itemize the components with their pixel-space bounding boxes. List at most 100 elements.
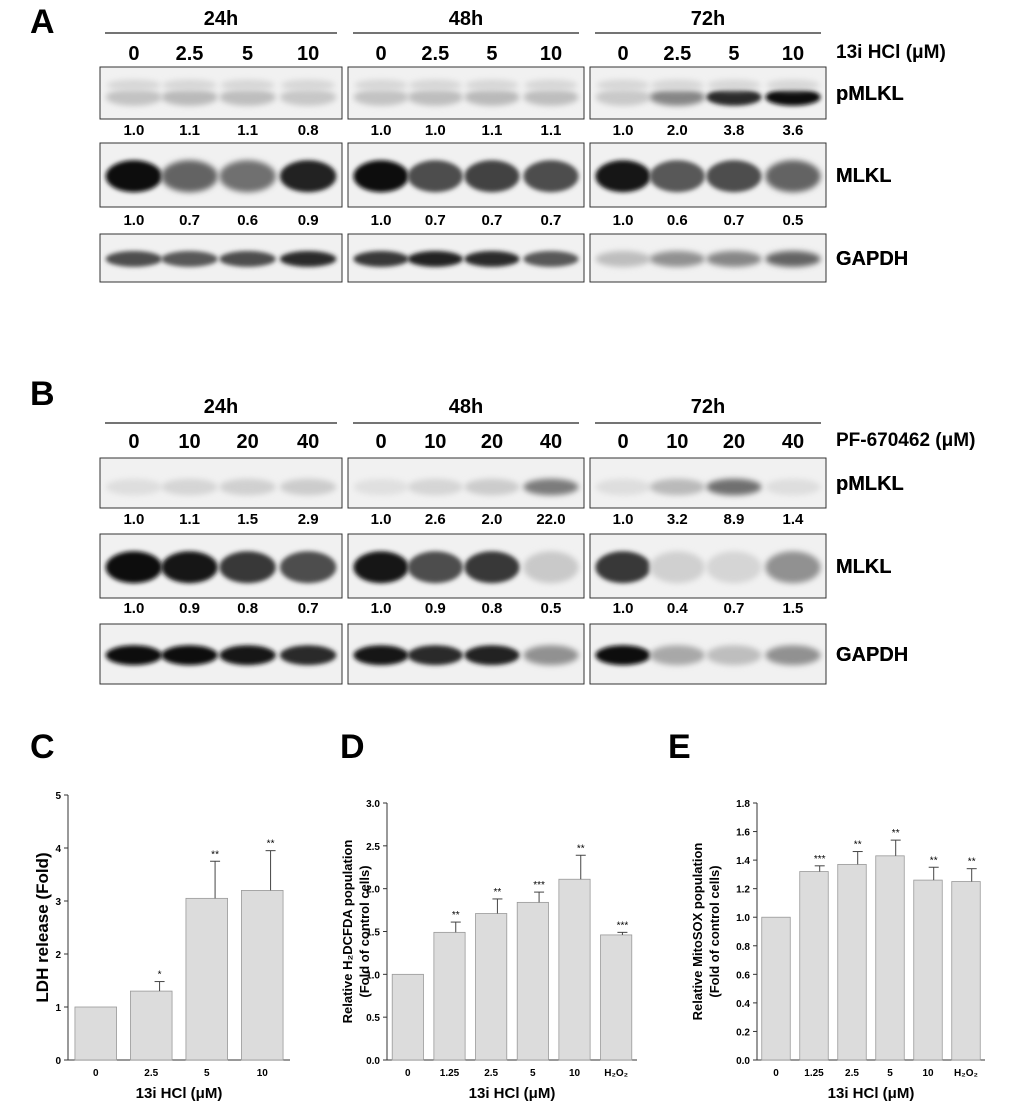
blot-band bbox=[595, 251, 651, 267]
ratio-mlkl: 0.7 bbox=[541, 212, 562, 229]
lane-label: 2.5 bbox=[176, 43, 204, 65]
ratio-pmlkl: 1.5 bbox=[237, 511, 258, 528]
blot-band bbox=[706, 478, 762, 496]
protein-label-GAPDH: GAPDH bbox=[836, 644, 908, 666]
blot-band bbox=[706, 88, 762, 106]
blot-band bbox=[765, 88, 821, 106]
y-tick-label: 4 bbox=[55, 844, 61, 855]
lane-label: 0 bbox=[375, 43, 386, 65]
time-label-72h: 72h bbox=[691, 8, 725, 30]
ratio-mlkl: 0.7 bbox=[298, 600, 319, 617]
protein-label-MLKL: MLKL bbox=[836, 165, 892, 187]
blot-band-upper bbox=[280, 79, 336, 91]
blot-band bbox=[706, 551, 762, 584]
protein-label-MLKL: MLKL bbox=[836, 556, 892, 578]
lane-label: 0 bbox=[128, 431, 139, 453]
blot-band bbox=[407, 160, 463, 193]
protein-label-GAPDH: GAPDH bbox=[836, 644, 908, 666]
lane-label: 40 bbox=[297, 431, 319, 453]
x-tick-label: 5 bbox=[204, 1068, 210, 1079]
ratio-pmlkl: 0.8 bbox=[298, 122, 319, 139]
bar bbox=[913, 879, 943, 1061]
bar bbox=[74, 1006, 117, 1061]
x-tick-label: 1.25 bbox=[440, 1068, 460, 1079]
blot-band bbox=[523, 88, 579, 106]
ratio-pmlkl: 2.9 bbox=[298, 511, 319, 528]
blot-band bbox=[279, 251, 337, 267]
blot-band bbox=[353, 160, 409, 193]
y-tick-label: 3 bbox=[55, 897, 61, 908]
panel-letter-b: B bbox=[30, 375, 55, 413]
y-axis-title-line2: (Fold of control cells) bbox=[707, 865, 722, 997]
ratio-mlkl: 0.6 bbox=[667, 212, 688, 229]
blot-band bbox=[353, 88, 409, 106]
ratio-pmlkl: 22.0 bbox=[536, 511, 565, 528]
ratio-pmlkl: 2.6 bbox=[425, 511, 446, 528]
significance-mark: ** bbox=[930, 855, 938, 866]
bar bbox=[799, 871, 829, 1061]
lane-label: 20 bbox=[481, 431, 503, 453]
significance-mark: *** bbox=[814, 854, 826, 865]
blot-band bbox=[595, 160, 651, 193]
ratio-mlkl: 0.7 bbox=[724, 212, 745, 229]
blot-band bbox=[353, 251, 409, 267]
y-tick-label: 0.4 bbox=[736, 999, 750, 1010]
lane-label: 2.5 bbox=[663, 43, 691, 65]
lane-label: 40 bbox=[540, 431, 562, 453]
treatment-label-a: 13i HCl (μM) bbox=[836, 42, 946, 63]
y-axis-title-line2: (Fold of control cells) bbox=[357, 865, 372, 997]
blot-band bbox=[595, 551, 651, 584]
blot-band bbox=[219, 251, 276, 267]
protein-label-pMLKL: pMLKL bbox=[836, 473, 904, 495]
blot-band bbox=[161, 88, 218, 106]
ratio-pmlkl: 1.0 bbox=[613, 511, 634, 528]
blot-band bbox=[706, 251, 762, 267]
blot-band bbox=[464, 645, 520, 666]
chart-d-h2dcfda: 0.0 0.5 1.0 1.5 2.0 2.5 3.0 0 ** 1.25 ** 2.5 *** 5 ** 1… bbox=[340, 799, 637, 1102]
lane-label: 20 bbox=[236, 431, 258, 453]
blot-band bbox=[279, 160, 337, 193]
x-axis-title: 13i HCl (μM) bbox=[828, 1085, 915, 1102]
ratio-mlkl: 0.9 bbox=[298, 212, 319, 229]
panel-letter-c: C bbox=[30, 728, 55, 766]
blot-band bbox=[219, 551, 276, 584]
significance-mark: ** bbox=[577, 843, 585, 854]
x-tick-label: 2.5 bbox=[144, 1068, 158, 1079]
lane-label: 5 bbox=[728, 43, 739, 65]
lane-label: 0 bbox=[617, 431, 628, 453]
time-label-48h: 48h bbox=[449, 8, 483, 30]
time-label-24h: 24h bbox=[204, 396, 238, 418]
chart-c-ldh-release: 0 1 2 3 4 5 0 * 2.5 ** 5 ** 10 13i HCl (μM) LDH releas… bbox=[33, 791, 290, 1102]
lane-label: 0 bbox=[128, 43, 139, 65]
x-tick-label: 5 bbox=[530, 1068, 536, 1079]
ratio-pmlkl: 1.0 bbox=[613, 122, 634, 139]
protein-label-MLKL: MLKL bbox=[836, 165, 892, 187]
time-label-24h: 24h bbox=[204, 8, 238, 30]
x-tick-label: 10 bbox=[569, 1068, 581, 1079]
blot-band bbox=[595, 645, 651, 666]
y-tick-label: 1.2 bbox=[736, 885, 750, 896]
blot-band bbox=[765, 251, 821, 267]
bar bbox=[761, 916, 791, 1061]
protein-label-MLKL: MLKL bbox=[836, 556, 892, 578]
protein-label-MLKL: MLKL bbox=[836, 556, 892, 578]
protein-label-pMLKL: pMLKL bbox=[836, 83, 904, 105]
blot-band-upper bbox=[766, 79, 820, 91]
blot-band bbox=[649, 478, 705, 496]
blot-band bbox=[407, 88, 463, 106]
blot-band bbox=[407, 251, 463, 267]
lane-label: 5 bbox=[486, 43, 497, 65]
ratio-pmlkl: 1.0 bbox=[123, 511, 144, 528]
blot-band-upper bbox=[106, 79, 162, 91]
lane-label: 5 bbox=[242, 43, 253, 65]
ratio-mlkl: 0.7 bbox=[179, 212, 200, 229]
panel-letter-a: A bbox=[30, 3, 55, 41]
bar bbox=[875, 855, 905, 1061]
y-tick-label: 0.2 bbox=[736, 1027, 750, 1038]
x-tick-label: 10 bbox=[922, 1068, 934, 1079]
ratio-mlkl: 0.4 bbox=[667, 600, 689, 617]
ratio-pmlkl: 3.6 bbox=[783, 122, 804, 139]
significance-mark: * bbox=[158, 970, 162, 981]
x-axis-title: 13i HCl (μM) bbox=[469, 1085, 556, 1102]
significance-mark: ** bbox=[211, 849, 219, 860]
